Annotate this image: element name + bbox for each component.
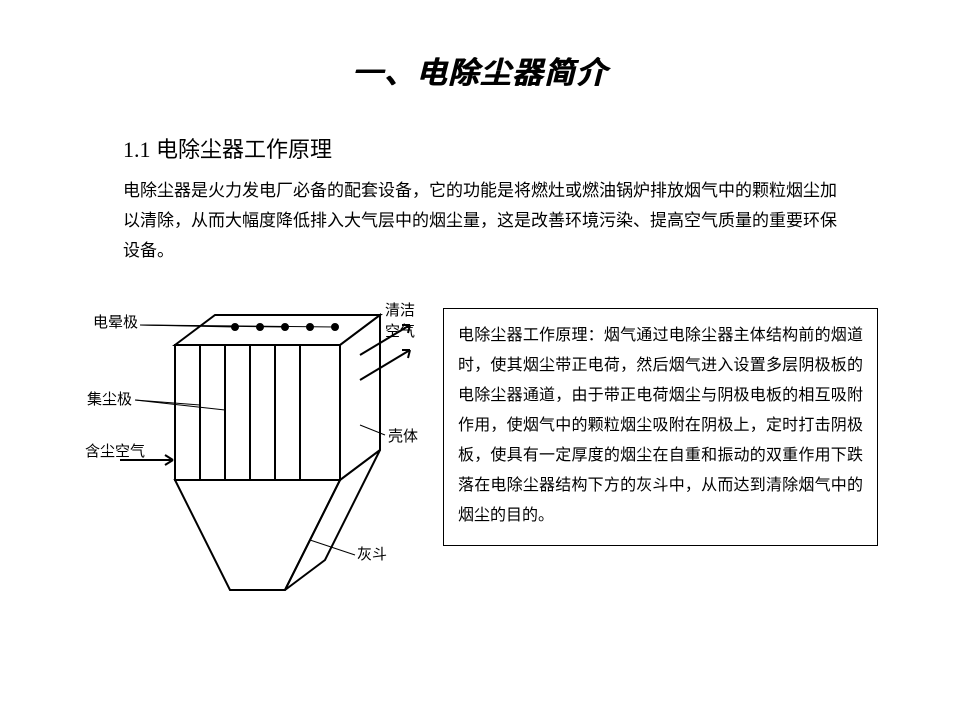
label-collector: 集尘极 xyxy=(87,388,132,409)
label-dusty-air: 含尘空气 xyxy=(85,440,145,461)
section-heading: 1.1 电除尘器工作原理 xyxy=(123,132,332,164)
label-hopper: 灰斗 xyxy=(357,543,387,564)
principle-text-box: 电除尘器工作原理：烟气通过电除尘器主体结构前的烟道时，使其烟尘带正电荷，然后烟气… xyxy=(443,308,878,546)
intro-paragraph: 电除尘器是火力发电厂必备的配套设备，它的功能是将燃灶或燃油锅炉排放烟气中的颗粒烟… xyxy=(123,176,843,266)
label-shell: 壳体 xyxy=(388,425,418,446)
label-clean-air: 清洁 空气 xyxy=(385,299,415,341)
esp-diagram: 电晕极 清洁 空气 集尘极 壳体 含尘空气 灰斗 xyxy=(85,285,440,640)
page-title: 一、电除尘器简介 xyxy=(0,48,960,92)
label-electrode: 电晕极 xyxy=(93,311,138,332)
